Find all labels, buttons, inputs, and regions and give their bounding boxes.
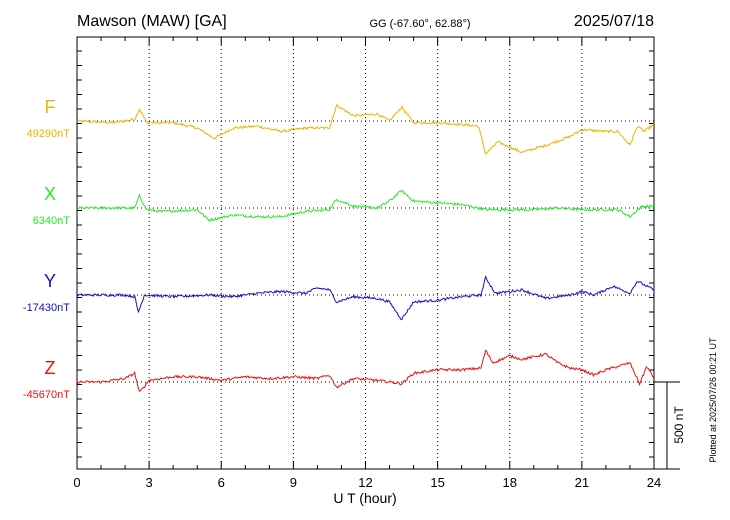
series-baseline-X: 6340nT (33, 215, 71, 227)
baseline-layer (77, 120, 654, 383)
series-name-Z: Z (45, 358, 56, 378)
series-line-F (76, 104, 655, 155)
date-label: 2025/07/18 (574, 13, 654, 30)
scale-bar-label: 500 nT (672, 406, 686, 444)
series-name-F: F (45, 97, 56, 117)
ticks-layer (76, 37, 655, 469)
series-line-Y (76, 275, 655, 321)
series-name-X: X (44, 184, 56, 204)
coords-label: GG (-67.60°, 62.88°) (369, 18, 470, 30)
x-tick-labels: 0 3 6 9 12 15 18 21 24 (73, 475, 661, 490)
series-line-Z (76, 349, 655, 393)
x-tick-label: 6 (218, 475, 225, 490)
x-tick-label: 9 (290, 475, 297, 490)
label-layer: F 49290nT X 6340nT Y -17430nT Z -45670nT (23, 97, 70, 401)
series-name-Y: Y (44, 271, 56, 291)
series-layer (76, 104, 655, 393)
x-tick-label: 21 (575, 475, 589, 490)
x-tick-label: 3 (146, 475, 153, 490)
series-baseline-F: 49290nT (27, 128, 71, 140)
series-line-X (76, 189, 655, 222)
series-baseline-Z: -45670nT (23, 389, 70, 401)
x-tick-label: 0 (73, 475, 80, 490)
x-tick-label: 12 (358, 475, 372, 490)
scale-bar (654, 381, 680, 470)
series-baseline-Y: -17430nT (23, 302, 70, 314)
x-tick-label: 24 (647, 475, 661, 490)
grid-layer (148, 37, 583, 469)
plotted-at-label: Plotted at 2025/07/26 00:21 UT (708, 337, 718, 463)
x-tick-label: 18 (503, 475, 517, 490)
x-axis-label: U T (hour) (333, 490, 396, 506)
x-tick-label: 15 (430, 475, 444, 490)
station-title: Mawson (MAW) [GA] (77, 13, 227, 30)
